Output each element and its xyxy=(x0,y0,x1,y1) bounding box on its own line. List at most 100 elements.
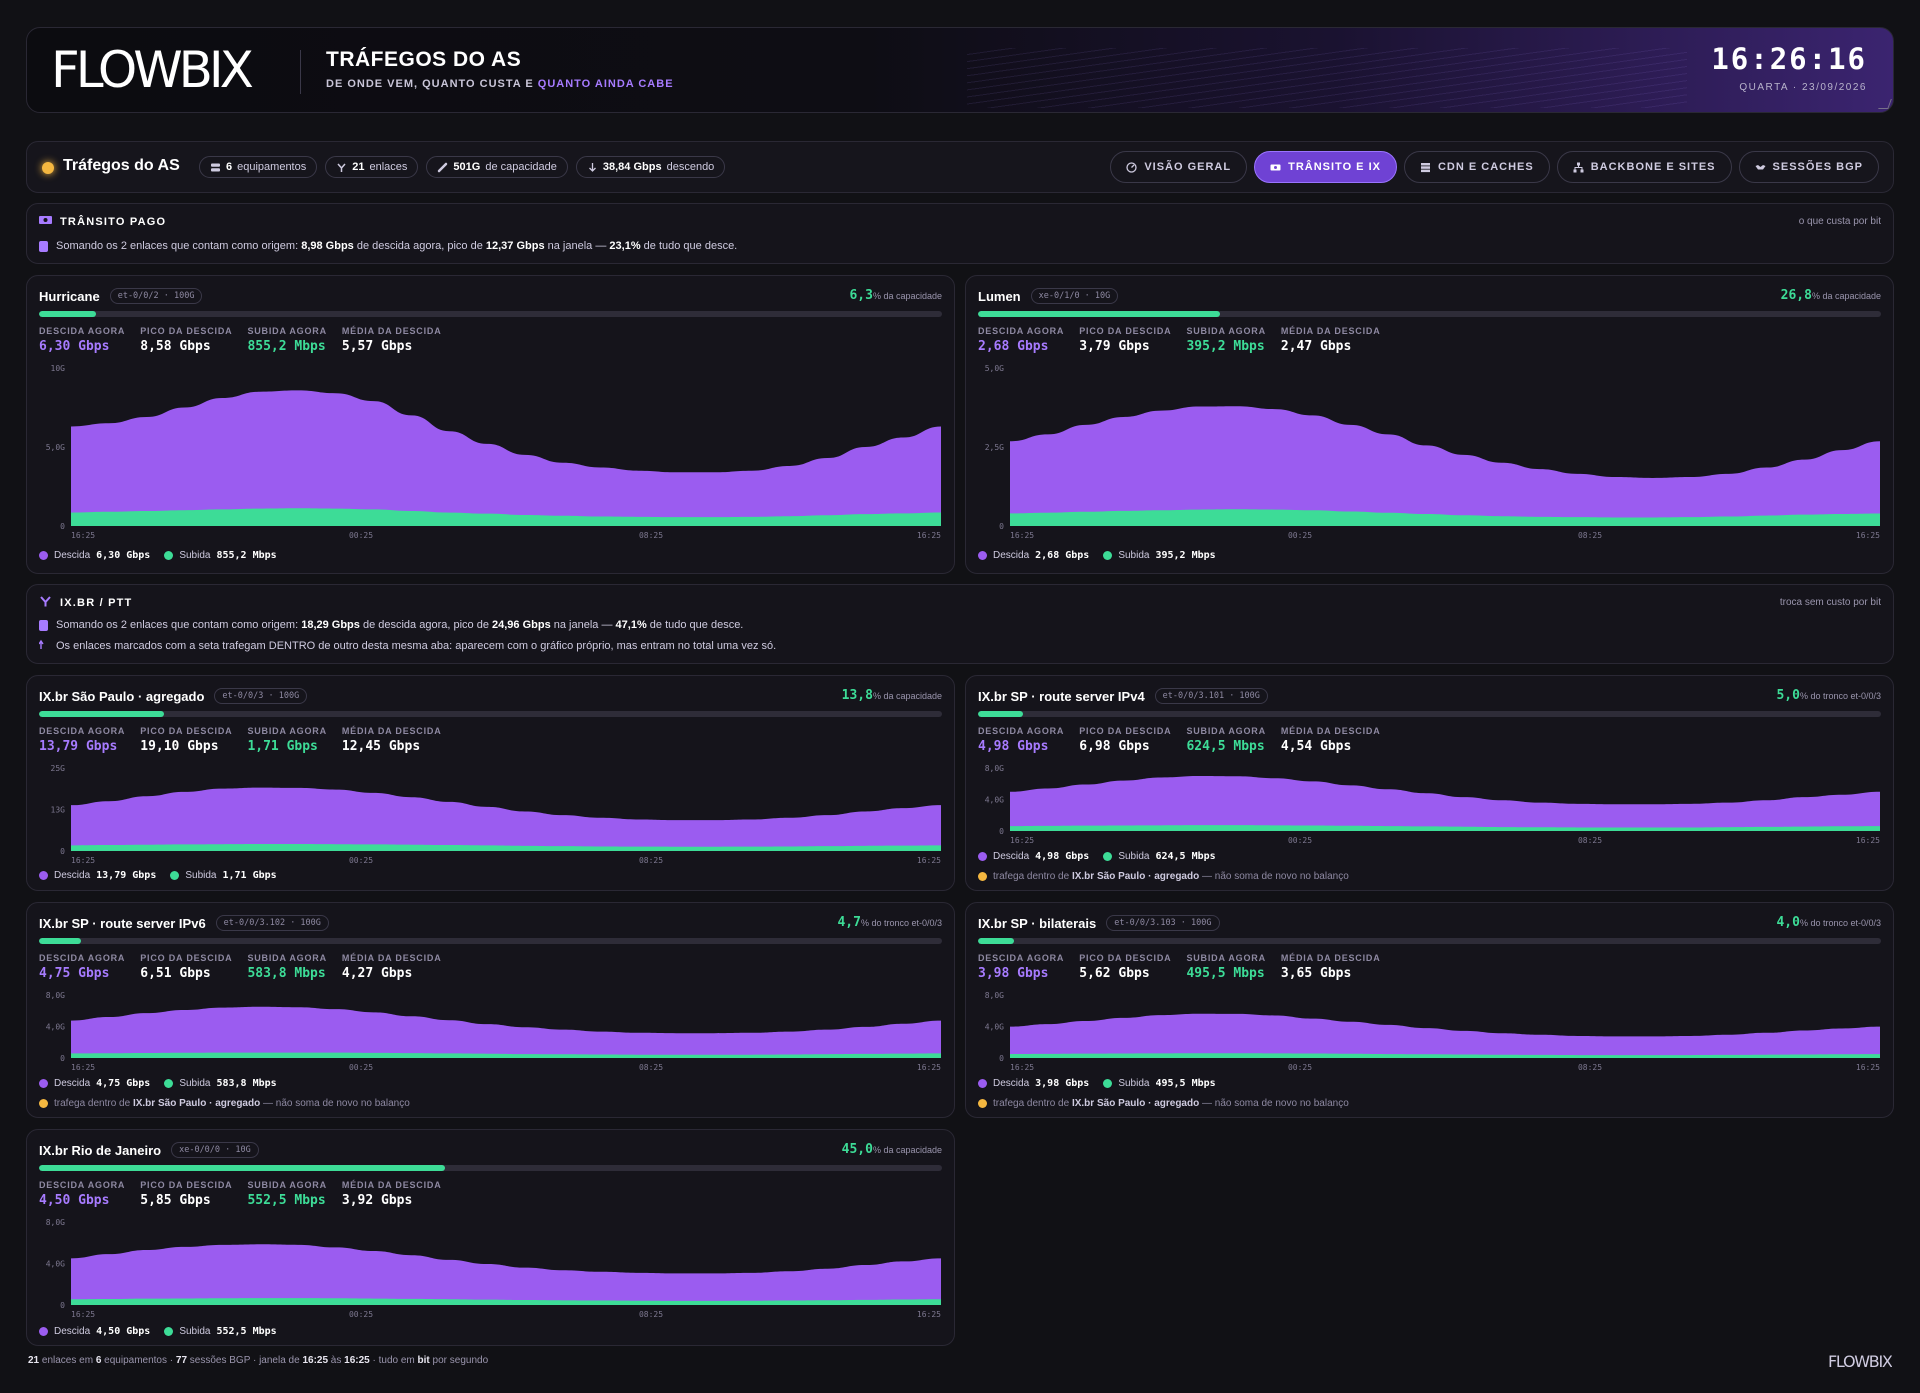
stat-value: 4,27 Gbps xyxy=(341,966,413,981)
x-tick-label: 08:25 xyxy=(1578,1063,1602,1072)
stat-peak-down: PICO DA DESCIDA 8,58 Gbps xyxy=(140,326,232,354)
tab-backbone-e-sites[interactable]: BACKBONE E SITES xyxy=(1556,151,1732,183)
page-title: TRÁFEGOS DO AS xyxy=(326,48,522,71)
tab-cdn-e-caches[interactable]: CDN E CACHES xyxy=(1403,151,1550,183)
stat-label: PICO DA DESCIDA xyxy=(140,726,233,736)
note-link: IX.br São Paulo · agregado xyxy=(132,1098,261,1109)
stat-label: DESCIDA AGORA xyxy=(39,953,126,963)
y-tick-label: 0 xyxy=(999,827,1004,836)
stat-label: DESCIDA AGORA xyxy=(39,726,126,736)
stat-now-down: DESCIDA AGORA 4,75 Gbps xyxy=(39,953,125,981)
stat-value: 1,71 Gbps xyxy=(247,739,318,754)
card-title: IX.br SP · bilaterais et-0/0/3.103 · 100G xyxy=(978,915,1220,931)
tab-sessoes-bgp[interactable]: SESSÕES BGP xyxy=(1738,151,1879,183)
chart-legend: Descida 4,98 Gbps Subida 624,5 Mbps xyxy=(978,851,1216,862)
tab-visao-geral[interactable]: VISÃO GERAL xyxy=(1110,151,1248,183)
capacity-bar-fill xyxy=(978,938,1015,944)
stat-value: 855,2 Mbps xyxy=(247,339,326,354)
link-card-ixbr-sao-paulo[interactable]: IX.br São Paulo · agregado et-0/0/3 · 100… xyxy=(26,675,955,891)
stat-peak-down: PICO DA DESCIDA 6,51 Gbps xyxy=(140,953,232,981)
link-name: Lumen xyxy=(978,288,1021,304)
stat-avg-down: MÉDIA DA DESCIDA 2,47 Gbps xyxy=(1281,326,1381,354)
arrow-down-icon xyxy=(587,162,598,173)
stat-label: PICO DA DESCIDA xyxy=(1079,726,1172,736)
traffic-chart-svg: 8,0G 4,0G 0 16:25 00:25 08:25 16:25 xyxy=(46,991,941,1072)
x-tick-label: 00:25 xyxy=(349,1063,373,1072)
stat-label: PICO DA DESCIDA xyxy=(1079,326,1172,336)
legend-dot-subida xyxy=(170,871,180,880)
traffic-chart: 8,0G 4,0G 0 16:25 00:25 08:25 16:25 xyxy=(35,991,947,1077)
stat-label: SUBIDA AGORA xyxy=(247,726,327,736)
link-card-lumen[interactable]: Lumen xe-0/1/0 · 10G 26,8% da capacidade DE… xyxy=(965,275,1894,574)
tab-transito-e-ix[interactable]: TRÂNSITO E IX xyxy=(1254,151,1397,183)
stat-now-down: DESCIDA AGORA 2,68 Gbps xyxy=(978,326,1064,354)
stat-avg-down: MÉDIA DA DESCIDA 12,45 Gbps xyxy=(342,726,442,754)
legend-label: Descida xyxy=(993,1078,1030,1089)
capacity-bar-fill xyxy=(39,938,82,944)
y-tick-label: 2,5G xyxy=(985,443,1004,452)
link-card-hurricane[interactable]: Hurricane et-0/0/2 · 100G 6,3% da capacida… xyxy=(26,275,955,574)
stat-label: DESCIDA AGORA xyxy=(978,726,1065,736)
link-card-ixbr-rio[interactable]: IX.br Rio de Janeiro xe-0/0/0 · 10G 45,0% … xyxy=(26,1129,955,1346)
y-tick-label: 4,0G xyxy=(46,1023,65,1032)
stat-label: PICO DA DESCIDA xyxy=(1079,953,1172,963)
legend-dot-descida xyxy=(39,1327,48,1336)
y-tick-label: 8,0G xyxy=(46,1218,65,1227)
section-hint: Os enlaces marcados com a seta trafegam … xyxy=(38,639,776,653)
capacity-bar-fill xyxy=(978,711,1024,717)
link-card-ixbr-rs-ipv4[interactable]: IX.br SP · route server IPv4 et-0/0/3.101… xyxy=(965,675,1894,891)
link-card-ixbr-rs-ipv6[interactable]: IX.br SP · route server IPv6 et-0/0/3.102… xyxy=(26,902,955,1118)
legend-descida: Descida 6,30 Gbps xyxy=(39,550,150,561)
stat-value: 12,45 Gbps xyxy=(341,739,421,754)
stat-avg-down: MÉDIA DA DESCIDA 4,54 Gbps xyxy=(1281,726,1381,754)
legend-subida: Subida 624,5 Mbps xyxy=(1103,851,1216,862)
traffic-chart: 8,0G 4,0G 0 16:25 00:25 08:25 16:25 xyxy=(974,764,1886,850)
link-card-ixbr-bilaterais[interactable]: IX.br SP · bilaterais et-0/0/3.103 · 100G… xyxy=(965,902,1894,1118)
link-name: IX.br São Paulo · agregado xyxy=(39,688,205,704)
info-icon xyxy=(978,1099,987,1108)
stat-now-up: SUBIDA AGORA 855,2 Mbps xyxy=(247,326,326,354)
traffic-chart: 8,0G 4,0G 0 16:25 00:25 08:25 16:25 xyxy=(35,1218,947,1324)
branch-icon xyxy=(39,596,52,610)
stat-label: SUBIDA AGORA xyxy=(247,1180,327,1190)
legend-label: Descida xyxy=(993,550,1030,561)
link-name: IX.br SP · bilaterais xyxy=(978,915,1097,931)
stats-row: DESCIDA AGORA 4,50 Gbps PICO DA DESCIDA 5,8… xyxy=(39,1180,442,1208)
x-tick-label: 16:25 xyxy=(917,1063,941,1072)
network-icon xyxy=(1573,162,1584,173)
stats-row: DESCIDA AGORA 4,98 Gbps PICO DA DESCIDA 6,9… xyxy=(978,726,1381,754)
legend-subida: Subida 552,5 Mbps xyxy=(164,1326,277,1337)
y-tick-label: 13G xyxy=(51,806,66,815)
stat-label: MÉDIA DA DESCIDA xyxy=(341,326,442,336)
resize-handle-icon[interactable] xyxy=(1878,99,1892,109)
summary-chips: 6 equipamentos 21 enlaces 501G de capacidad… xyxy=(199,156,726,178)
x-tick-label: 16:25 xyxy=(917,1310,941,1319)
note-pre: trafega dentro de xyxy=(54,1098,133,1109)
stat-peak-down: PICO DA DESCIDA 3,79 Gbps xyxy=(1079,326,1171,354)
stat-value: 4,54 Gbps xyxy=(1280,739,1352,754)
app-header: FLOWBIX TRÁFEGOS DO AS DE ONDE VEM, QUAN… xyxy=(26,27,1894,113)
stat-value: 19,10 Gbps xyxy=(140,739,219,754)
legend-label: Descida xyxy=(993,851,1030,862)
legend-value: 2,68 Gbps xyxy=(1035,550,1090,561)
stat-value: 4,98 Gbps xyxy=(978,739,1049,754)
capacity-label: 5,0% do tronco et-0/0/3 xyxy=(1776,688,1881,703)
legend-descida: Descida 13,79 Gbps xyxy=(39,870,156,881)
legend-descida: Descida 4,50 Gbps xyxy=(39,1326,150,1337)
stat-label: MÉDIA DA DESCIDA xyxy=(1280,326,1381,336)
y-tick-label: 8,0G xyxy=(985,764,1004,773)
stat-now-up: SUBIDA AGORA 583,8 Mbps xyxy=(247,953,326,981)
y-tick-label: 0 xyxy=(60,1301,65,1310)
note-link: IX.br São Paulo · agregado xyxy=(1071,1098,1200,1109)
stat-value: 6,30 Gbps xyxy=(39,339,110,354)
server-icon xyxy=(210,162,221,173)
y-tick-label: 4,0G xyxy=(985,796,1004,805)
note-post: — não soma de novo no balanço xyxy=(1199,1098,1349,1109)
link-name: Hurricane xyxy=(39,288,100,304)
y-tick-label: 0 xyxy=(60,1054,65,1063)
chip-descendo: 38,84 Gbps descendo xyxy=(575,156,726,178)
capacity-suffix: % da capacidade xyxy=(1811,291,1881,301)
x-tick-label: 16:25 xyxy=(1010,836,1034,845)
stat-label: MÉDIA DA DESCIDA xyxy=(341,1180,442,1190)
stat-avg-down: MÉDIA DA DESCIDA 4,27 Gbps xyxy=(342,953,442,981)
